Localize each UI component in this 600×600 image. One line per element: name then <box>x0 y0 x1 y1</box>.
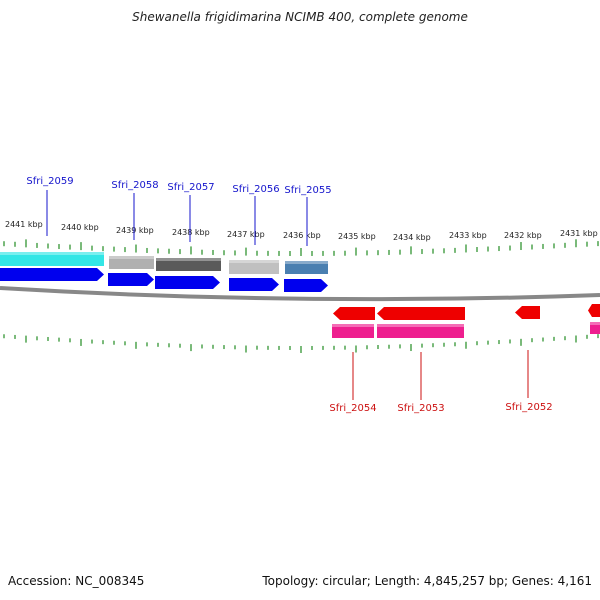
gene-label[interactable]: Sfri_2053 <box>397 403 444 414</box>
ruler-label: 2431 kbp <box>560 229 598 238</box>
gene-label[interactable]: Sfri_2054 <box>329 403 376 414</box>
feature-highlight <box>109 256 154 259</box>
gene-label[interactable]: Sfri_2057 <box>167 182 214 193</box>
feature-box[interactable] <box>156 258 221 271</box>
ruler-label: 2433 kbp <box>449 231 487 240</box>
feature-highlight <box>377 324 464 327</box>
feature-highlight <box>590 322 600 325</box>
feature-box[interactable] <box>377 324 464 338</box>
ruler-labels: 2441 kbp 2440 kbp 2439 kbp 2438 kbp 2437 kbp… <box>5 220 598 242</box>
ruler-label: 2436 kbp <box>283 231 321 240</box>
gene-arrow-forward[interactable] <box>0 268 104 281</box>
gene-arrow-reverse[interactable] <box>377 307 465 320</box>
gene-arrow-forward[interactable] <box>108 273 154 286</box>
ticks-forward <box>3 239 599 256</box>
gene-arrow-forward[interactable] <box>284 279 328 292</box>
genome-backbone <box>0 286 600 302</box>
ruler-label: 2441 kbp <box>5 220 43 229</box>
gene-label[interactable]: Sfri_2056 <box>232 184 279 195</box>
ruler-label: 2438 kbp <box>172 228 210 237</box>
ruler-label: 2434 kbp <box>393 233 431 242</box>
feature-highlight <box>229 260 279 263</box>
feature-box[interactable] <box>229 260 279 274</box>
gene-arrow-forward[interactable] <box>155 276 220 289</box>
genome-summary-text: Topology: circular; Length: 4,845,257 bp… <box>262 574 592 588</box>
feature-highlight <box>0 252 104 255</box>
ruler-label: 2439 kbp <box>116 226 154 235</box>
feature-highlight <box>332 324 374 327</box>
gene-label[interactable]: Sfri_2052 <box>505 402 552 413</box>
feature-highlight <box>285 261 328 264</box>
feature-box[interactable] <box>590 322 600 334</box>
ruler-label: 2440 kbp <box>61 223 99 232</box>
feature-box[interactable] <box>285 261 328 274</box>
gene-arrow-reverse[interactable] <box>333 307 375 320</box>
feature-box[interactable] <box>332 324 374 338</box>
ticks-reverse <box>3 334 599 353</box>
gene-track <box>0 268 600 320</box>
feature-highlight <box>156 258 221 261</box>
feature-track <box>0 252 600 338</box>
gene-arrow-reverse[interactable] <box>588 304 600 317</box>
genome-title: Shewanella frigidimarina NCIMB 400, comp… <box>132 10 468 24</box>
gene-label[interactable]: Sfri_2059 <box>26 176 73 187</box>
gene-label[interactable]: Sfri_2058 <box>111 180 158 191</box>
feature-box[interactable] <box>0 252 104 266</box>
gene-arrow-reverse[interactable] <box>515 306 540 319</box>
gene-labels: Sfri_2059 Sfri_2058 Sfri_2057 Sfri_2056 Sfri… <box>26 176 552 414</box>
accession-text: Accession: NC_008345 <box>8 574 145 588</box>
gene-arrow-forward[interactable] <box>229 278 279 291</box>
ruler-label: 2435 kbp <box>338 232 376 241</box>
gene-label[interactable]: Sfri_2055 <box>284 185 331 196</box>
feature-box[interactable] <box>109 256 154 269</box>
ruler-label: 2437 kbp <box>227 230 265 239</box>
ruler-label: 2432 kbp <box>504 231 542 240</box>
